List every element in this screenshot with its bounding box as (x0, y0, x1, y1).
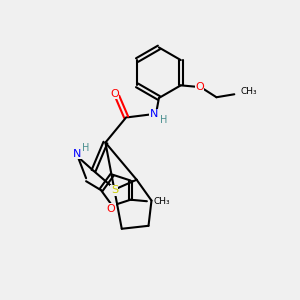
Text: CH₃: CH₃ (240, 87, 257, 96)
Text: O: O (195, 82, 204, 92)
Text: S: S (111, 185, 118, 195)
Text: N: N (149, 109, 158, 119)
Text: O: O (106, 204, 115, 214)
Text: O: O (110, 88, 119, 98)
Text: H: H (160, 115, 167, 125)
Text: H: H (82, 142, 90, 153)
Text: CH₃: CH₃ (153, 197, 170, 206)
Text: N: N (73, 148, 81, 159)
